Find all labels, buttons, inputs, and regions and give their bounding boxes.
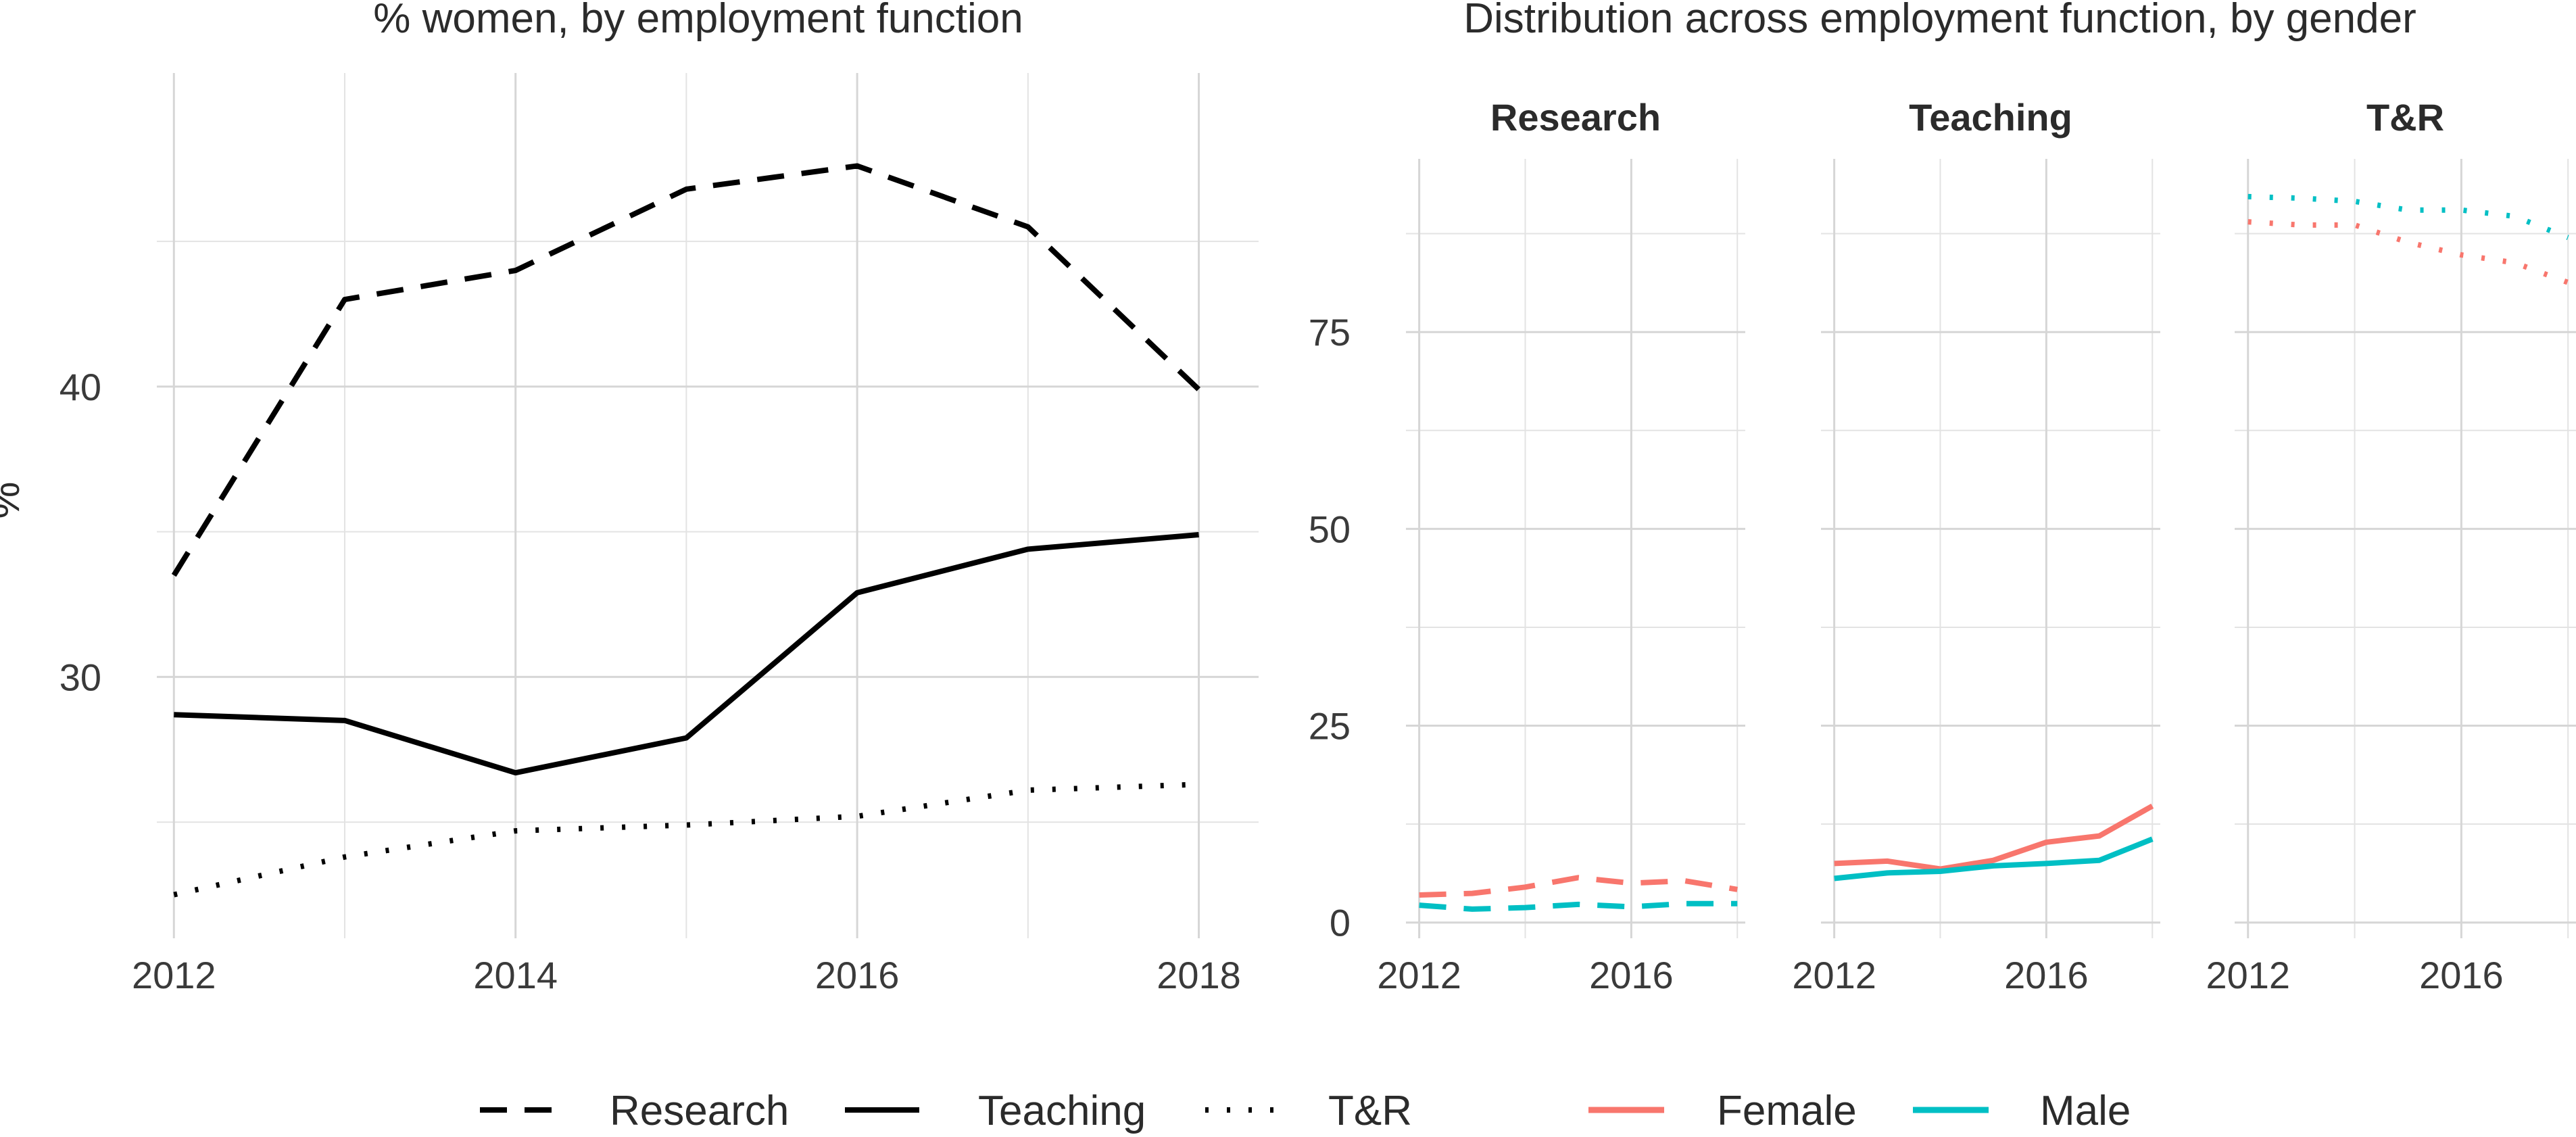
facet-y-tick-label: 75 bbox=[1309, 311, 1351, 354]
facet-y-tick-label: 50 bbox=[1309, 508, 1351, 550]
legend-label: Teaching bbox=[978, 1088, 1146, 1134]
left-chart-title: % women, by employment function bbox=[373, 0, 1023, 42]
x-tick-label: 2016 bbox=[2004, 954, 2089, 996]
x-tick-label: 2012 bbox=[132, 954, 216, 996]
series-line-teaching bbox=[174, 531, 1199, 776]
x-tick-label: 2014 bbox=[473, 954, 558, 996]
legend: Research Teaching T&R Female Male bbox=[480, 1088, 2131, 1134]
x-tick-label: 2016 bbox=[815, 954, 900, 996]
right-chart-title: Distribution across employment function,… bbox=[1463, 0, 2416, 42]
x-tick-label: 2012 bbox=[2206, 954, 2290, 996]
y-tick-label: 40 bbox=[59, 366, 101, 408]
x-tick-label: 2016 bbox=[2419, 954, 2504, 996]
y-tick-label: 30 bbox=[59, 656, 101, 698]
series-line-female bbox=[1834, 803, 2154, 872]
series-line-male bbox=[1419, 900, 1738, 912]
series-line-male bbox=[2247, 193, 2569, 241]
series-line-female bbox=[2247, 219, 2569, 285]
x-tick-label: 2012 bbox=[1792, 954, 1876, 996]
facet-strip-label: T&R bbox=[2366, 96, 2444, 139]
series-line-research bbox=[171, 163, 1201, 577]
legend-label: Male bbox=[2040, 1088, 2131, 1134]
series-line-male bbox=[1834, 836, 2154, 881]
series-line-tr bbox=[173, 781, 1199, 898]
facet-y-tick-label: 0 bbox=[1330, 902, 1351, 944]
x-tick-label: 2012 bbox=[1377, 954, 1461, 996]
ylabel-left: % bbox=[0, 481, 28, 518]
facet-teaching: Teaching 2012 2016 bbox=[1792, 96, 2160, 996]
facet-research: Research 2012 2016 bbox=[1377, 96, 1745, 996]
x-tick-label: 2018 bbox=[1157, 954, 1241, 996]
facet-tr: T&R 2012 2016 bbox=[2206, 96, 2576, 996]
legend-label: T&R bbox=[1328, 1088, 1412, 1134]
legend-label: Research bbox=[610, 1088, 789, 1134]
legend-label: Female bbox=[1717, 1088, 1857, 1134]
x-tick-label: 2016 bbox=[1589, 954, 1674, 996]
facet-strip-label: Teaching bbox=[1909, 96, 2072, 139]
facet-y-tick-label: 25 bbox=[1309, 705, 1351, 748]
series-line-female bbox=[1419, 875, 1738, 898]
left-panel: 2012 2014 2016 2018 30 40 bbox=[59, 73, 1259, 996]
facet-strip-label: Research bbox=[1490, 96, 1661, 139]
